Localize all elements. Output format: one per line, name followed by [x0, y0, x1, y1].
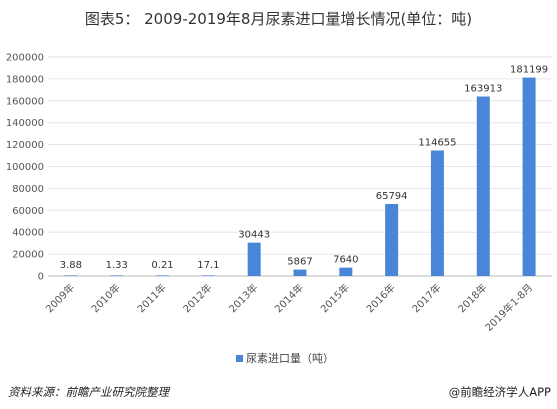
data-label: 163913 — [464, 84, 502, 95]
data-labels: 3.88 1.33 0.21 17.1 30443 5867 7640 65794 114655… — [60, 65, 548, 271]
x-tick-label: 2016年 — [363, 281, 397, 315]
data-label: 7640 — [333, 255, 358, 266]
legend-swatch — [236, 355, 243, 362]
y-tick-label: 140000 — [6, 118, 44, 129]
y-tick-label: 200000 — [6, 53, 44, 64]
bar — [247, 242, 261, 276]
data-label: 3.88 — [60, 260, 82, 271]
bar — [293, 269, 307, 276]
y-tick-label: 40000 — [12, 228, 44, 239]
y-tick-label: 80000 — [12, 184, 44, 195]
y-tick-label: 20000 — [12, 250, 44, 261]
x-tick-label: 2013年 — [226, 281, 260, 315]
x-tick-label: 2009年 — [43, 281, 77, 315]
data-label: 181199 — [510, 65, 548, 76]
bar — [201, 275, 215, 276]
bar — [430, 150, 444, 276]
data-label: 17.1 — [197, 260, 219, 271]
data-label: 5867 — [287, 257, 312, 268]
bar — [110, 275, 124, 276]
data-label: 65794 — [376, 191, 408, 202]
bars — [64, 77, 536, 277]
chart-title: 图表5： 2009-2019年8月尿素进口量增长情况(单位：吨) — [84, 10, 473, 28]
data-label: 1.33 — [106, 260, 128, 271]
bar — [476, 96, 490, 277]
y-tick-label: 100000 — [6, 162, 44, 173]
bar — [385, 203, 399, 276]
x-tick-label: 2014年 — [272, 281, 306, 315]
bar — [522, 77, 536, 276]
y-tick-label: 160000 — [6, 96, 44, 107]
source-note: 资料来源：前瞻产业研究院整理 — [8, 385, 169, 399]
data-label: 0.21 — [151, 260, 173, 271]
y-tick-label: 0 — [38, 272, 44, 283]
brand-credit: @前瞻经济学人APP — [448, 385, 551, 399]
x-tick-label: 2012年 — [180, 281, 214, 315]
bar — [156, 275, 170, 276]
x-tick-label: 2017年 — [409, 281, 443, 315]
x-tick-label: 2011年 — [134, 281, 168, 315]
bar — [64, 275, 78, 276]
legend-label: 尿素进口量（吨） — [246, 352, 334, 365]
data-label: 30443 — [238, 230, 270, 241]
data-label: 114655 — [418, 137, 456, 148]
bar — [339, 267, 353, 276]
y-tick-label: 120000 — [6, 140, 44, 151]
x-tick-label: 2018年 — [455, 281, 489, 315]
y-tick-label: 180000 — [6, 74, 44, 85]
x-tick-label: 2015年 — [318, 281, 352, 315]
y-tick-label: 60000 — [12, 206, 44, 217]
y-axis: 0 20000 40000 60000 80000 100000 120000 140000 1… — [6, 53, 44, 283]
x-axis: 2009年 2010年 2011年 2012年 2013年 2014年 2015年 2016年… — [43, 281, 535, 334]
x-tick-label: 2010年 — [89, 281, 123, 315]
legend: 尿素进口量（吨） — [236, 352, 334, 365]
x-tick-label: 2019年1-8月 — [482, 281, 535, 334]
